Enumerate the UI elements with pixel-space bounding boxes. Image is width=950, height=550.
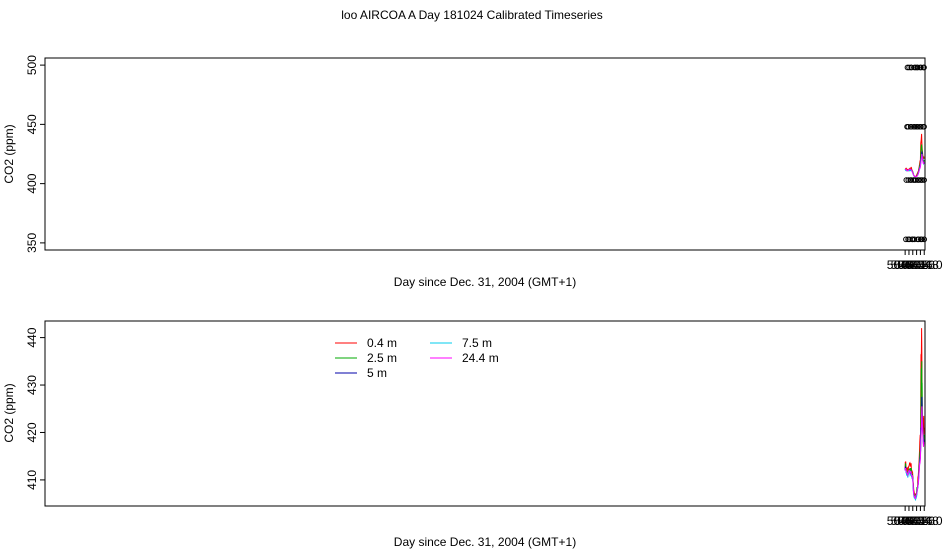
bottom-ylabel: CO2 (ppm) [2,383,16,442]
data-point [921,236,927,243]
y-tick-label: 410 [25,470,39,490]
legend: 0.4 m2.5 m5 m 7.5 m24.4 m [335,336,499,380]
series-line-24-4-m [905,153,925,177]
data-point [916,177,922,183]
data-point [903,177,910,183]
data-point [904,64,911,71]
y-tick-label: 350 [25,233,39,253]
x-tick-label: 5045.0 [887,258,924,272]
data-point [903,236,909,243]
x-tick-label: 5045.4 [894,258,931,272]
x-tick-label: 5045.6 [898,514,935,528]
legend-label: 5 m [367,366,387,380]
data-point [905,177,912,183]
chart-title: loo AIRCOA A Day 181024 Calibrated Times… [341,8,602,22]
x-tick-label: 5046.0 [906,258,943,272]
data-point [919,177,925,183]
y-tick-label: 450 [25,114,39,134]
legend-label: 0.4 m [367,336,397,350]
legend-label: 2.5 m [367,351,397,365]
top-plot-frame [44,57,926,251]
x-tick-label: 5045.2 [891,514,928,528]
data-point [914,64,921,71]
y-tick-label: 440 [25,327,39,347]
x-tick-label: 5045.8 [902,258,939,272]
data-point [921,64,927,71]
data-point [915,236,922,243]
legend-label: 7.5 m [462,336,492,350]
data-point [918,236,925,243]
y-tick-label: 430 [25,375,39,395]
x-tick-label: 5045.0 [887,514,924,528]
data-point [911,236,918,243]
data-point [905,123,911,130]
data-point [906,64,912,71]
y-tick-label: 420 [25,422,39,442]
x-tick-label: 5045.8 [902,514,939,528]
data-point [918,64,924,71]
x-tick-label: 5045.2 [891,258,928,272]
data-point [921,123,927,130]
data-point [921,177,927,183]
bottom-xlabel: Day since Dec. 31, 2004 (GMT+1) [394,535,576,549]
x-tick-label: 5046.0 [906,514,943,528]
y-tick-label: 400 [25,173,39,193]
data-point [918,123,924,130]
y-tick-label: 500 [25,55,39,75]
x-tick-label: 5045.4 [894,514,931,528]
top-xlabel: Day since Dec. 31, 2004 (GMT+1) [394,275,576,289]
data-point [914,123,921,130]
top-ylabel: CO2 (ppm) [2,124,16,183]
series-line-24-4-m [904,406,925,500]
bottom-plot-frame [44,320,926,507]
legend-label: 24.4 m [462,351,499,365]
x-tick-label: 5045.6 [898,258,935,272]
data-point [908,123,915,130]
